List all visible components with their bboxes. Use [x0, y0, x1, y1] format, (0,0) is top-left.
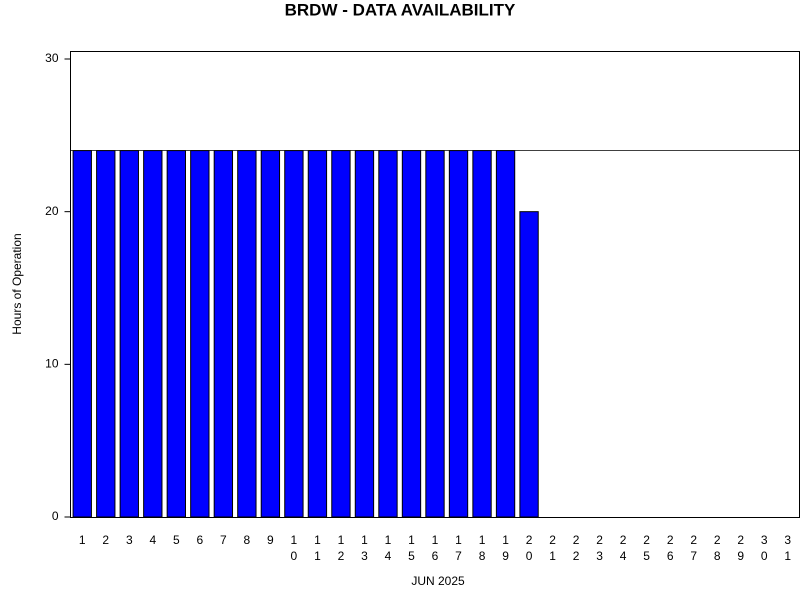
bar: [237, 150, 257, 518]
bar: [354, 150, 375, 518]
y-tick-label: 0: [52, 509, 59, 523]
x-tick-label: 7: [220, 533, 227, 547]
bar: [166, 150, 186, 518]
y-tick-label: 30: [45, 51, 59, 65]
bar: [260, 150, 281, 518]
bar: [190, 150, 210, 518]
bar: [213, 150, 234, 518]
bar: [72, 150, 92, 518]
chart-title: BRDW - DATA AVAILABILITY: [285, 0, 516, 19]
bar: [495, 150, 516, 518]
bar: [378, 150, 398, 518]
bar: [96, 150, 116, 518]
y-axis-title: Hours of Operation: [10, 233, 24, 334]
x-tick-label: 8: [244, 533, 251, 547]
bar: [284, 150, 304, 518]
bar: [331, 150, 351, 518]
bar: [472, 150, 492, 518]
bar: [425, 150, 445, 518]
x-tick-label: 2: [102, 533, 109, 547]
y-tick-label: 20: [45, 204, 59, 218]
x-tick-label: 4: [149, 533, 156, 547]
x-tick-label: 6: [196, 533, 203, 547]
x-tick-label: 9: [267, 533, 274, 547]
bar: [307, 150, 328, 518]
x-tick-label: 5: [173, 533, 180, 547]
bar: [519, 211, 539, 518]
x-tick-label: 3: [126, 533, 133, 547]
y-tick-label: 10: [45, 357, 59, 371]
x-axis-title: JUN 2025: [411, 574, 465, 588]
bar: [143, 150, 163, 518]
bar: [448, 150, 469, 518]
bar: [119, 150, 139, 518]
bar: [401, 150, 422, 518]
x-tick-label: 1: [79, 533, 86, 547]
